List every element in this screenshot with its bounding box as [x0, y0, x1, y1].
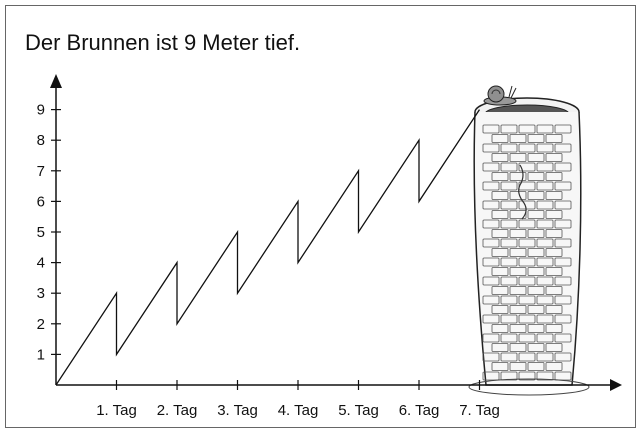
y-tick-label: 8: [37, 132, 45, 149]
x-tick-label: 4. Tag: [278, 402, 319, 419]
x-tick-label: 7. Tag: [459, 402, 500, 419]
y-tick-label: 1: [37, 346, 45, 363]
y-tick-label: 5: [37, 224, 45, 241]
snail-icon: [483, 85, 517, 106]
x-tick-label: 5. Tag: [338, 402, 379, 419]
y-tick-label: 4: [37, 255, 45, 272]
x-axis-arrowhead: [610, 379, 622, 391]
y-tick-label: 6: [37, 193, 45, 210]
y-tick-label: 3: [37, 285, 45, 302]
x-axis-ticks: 1. Tag 2. Tag 3. Tag 4. Tag 5. Tag 6. Tag 7. T…: [96, 380, 500, 419]
series-group: [55, 109, 481, 386]
axes: [50, 74, 622, 391]
figure-title: Der Brunnen ist 9 Meter tief.: [25, 30, 301, 55]
x-tick-label: 3. Tag: [217, 402, 258, 419]
y-tick-label: 7: [37, 163, 45, 180]
x-tick-label: 1. Tag: [96, 402, 137, 419]
x-tick-label: 6. Tag: [399, 402, 440, 419]
brick-well-illustration: [468, 97, 590, 396]
y-axis-arrowhead: [50, 74, 62, 88]
y-tick-label: 2: [37, 316, 45, 333]
y-axis-ticks: 1 2 3 4 5 6 7 8 9: [37, 102, 61, 363]
x-tick-label: 2. Tag: [157, 402, 198, 419]
y-tick-label: 9: [37, 102, 45, 119]
snail-progress-line: [55, 109, 481, 386]
